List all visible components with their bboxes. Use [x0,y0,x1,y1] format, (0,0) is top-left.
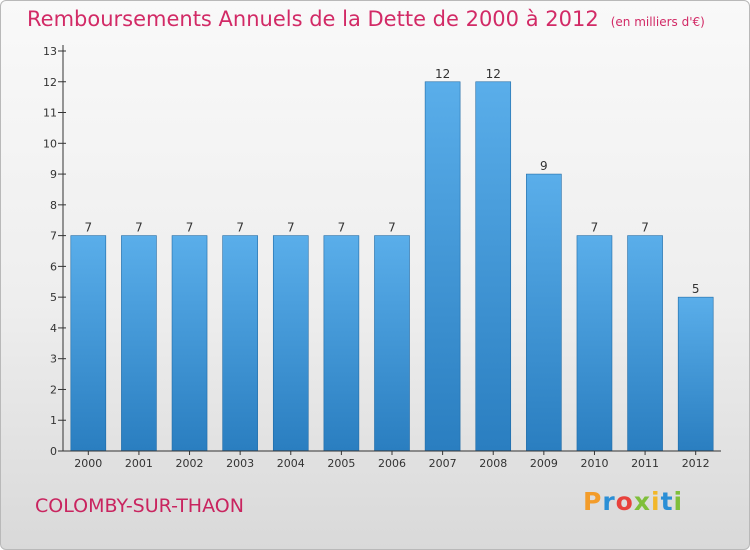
logo-letter: r [602,487,616,516]
bar-2008 [475,81,512,452]
chart-unit: (en milliers d'€) [610,15,705,29]
y-tick-label-12: 12 [43,76,57,89]
x-tick-label-2006: 2006 [378,457,406,470]
bar-2006 [374,235,410,452]
bar-2007 [424,81,461,452]
bar-2011 [627,235,663,452]
logo-letter: x [633,487,651,516]
data-label-2011: 7 [641,221,649,235]
y-tick-label-1: 1 [50,414,57,427]
logo-letter: i [651,487,661,516]
y-tick-label-5: 5 [50,291,57,304]
data-label-2003: 7 [236,221,244,235]
x-tick-label-2003: 2003 [226,457,254,470]
y-tick-label-0: 0 [50,445,57,458]
bar-2002 [171,235,208,452]
data-label-2006: 7 [388,221,396,235]
x-tick-label-2000: 2000 [74,457,102,470]
bar-2004 [272,235,309,452]
chart-title: Remboursements Annuels de la Dette de 20… [27,7,705,31]
y-tick-label-4: 4 [50,322,57,335]
proxiti-logo: Proxiti [583,487,683,516]
y-tick-label-13: 13 [43,45,57,58]
x-tick-label-2007: 2007 [429,457,457,470]
x-tick-label-2011: 2011 [631,457,659,470]
x-tick-label-2012: 2012 [682,457,710,470]
data-label-2004: 7 [287,221,295,235]
bar-2009 [526,173,562,452]
logo-letter: o [615,487,634,516]
data-label-2012: 5 [692,282,700,296]
bar-2005 [323,235,360,452]
chart-title-text: Remboursements Annuels de la Dette de 20… [27,7,599,31]
data-label-2001: 7 [135,221,143,235]
bar-2000 [70,235,107,452]
data-label-2010: 7 [591,221,599,235]
y-tick-label-7: 7 [50,230,57,243]
bar-2003 [222,235,258,452]
y-tick-label-11: 11 [43,107,57,120]
logo-letter: P [583,487,603,516]
bar-2001 [121,235,157,452]
location-name: COLOMBY-SUR-THAON [35,495,244,517]
x-tick-label-2009: 2009 [530,457,558,470]
y-tick-label-3: 3 [50,353,57,366]
data-label-2007: 12 [435,67,450,81]
bar-2010 [576,235,613,452]
data-label-2008: 12 [486,67,501,81]
y-tick-label-6: 6 [50,260,57,273]
y-tick-label-2: 2 [50,383,57,396]
logo-letter: i [673,487,684,516]
data-label-2002: 7 [186,221,194,235]
y-tick-label-10: 10 [43,137,57,150]
data-label-2005: 7 [338,221,346,235]
x-tick-label-2001: 2001 [125,457,153,470]
x-tick-label-2004: 2004 [277,457,305,470]
x-tick-label-2005: 2005 [327,457,355,470]
logo-letter: t [660,487,674,516]
x-tick-label-2002: 2002 [176,457,204,470]
data-label-2009: 9 [540,159,548,173]
data-label-2000: 7 [84,221,92,235]
x-tick-label-2010: 2010 [580,457,608,470]
x-tick-label-2008: 2008 [479,457,507,470]
bar-2012 [677,296,714,452]
y-tick-label-9: 9 [50,168,57,181]
y-tick-label-8: 8 [50,199,57,212]
